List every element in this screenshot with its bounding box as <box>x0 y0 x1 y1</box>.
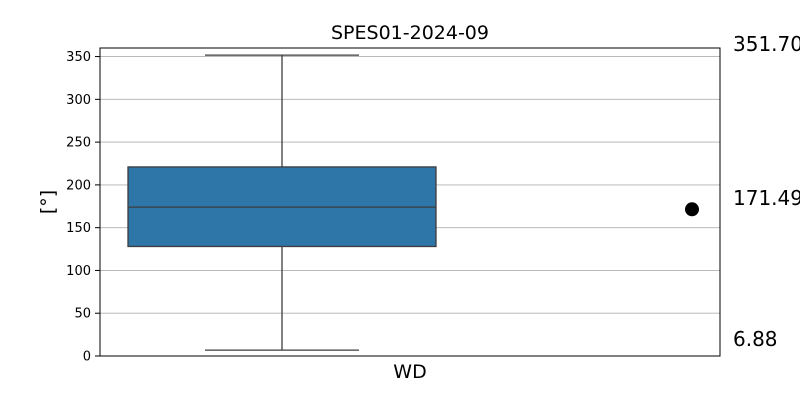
chart-title: SPES01-2024-09 <box>331 22 489 44</box>
y-axis: 0 50 100 150 200 250 300 350 <box>66 50 100 365</box>
side-label-min: 6.88 <box>733 327 778 351</box>
value-marker <box>685 202 699 217</box>
y-tick-label: 150 <box>66 221 91 236</box>
plot-frame <box>99 47 721 357</box>
y-tick-label: 0 <box>83 350 91 365</box>
side-label-max: 351.70 <box>733 32 800 56</box>
y-axis-label: [°] <box>37 190 59 214</box>
y-tick-label: 100 <box>66 264 91 279</box>
y-tick-label: 200 <box>66 178 91 193</box>
x-axis-label: WD <box>393 361 426 383</box>
box-series <box>127 54 437 351</box>
side-label-value: 171.49 <box>733 186 800 210</box>
y-tick-label: 250 <box>66 136 91 151</box>
y-tick-label: 350 <box>66 50 91 65</box>
y-tick-label: 50 <box>74 307 91 322</box>
y-tick-label: 300 <box>66 93 91 108</box>
